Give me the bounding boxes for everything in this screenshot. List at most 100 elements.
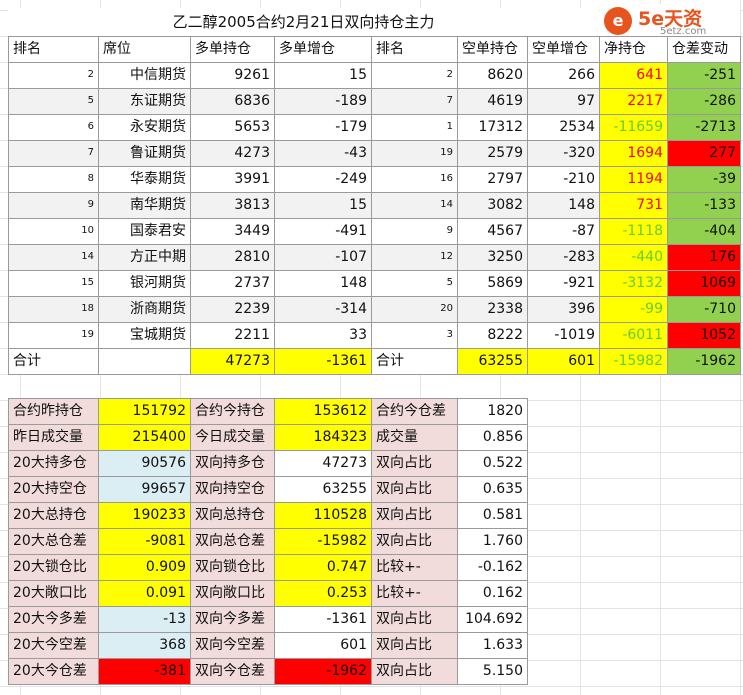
table-cell: 148 bbox=[274, 270, 372, 297]
table-cell: -210 bbox=[527, 166, 600, 193]
summary-label: 双向占比 bbox=[371, 632, 458, 659]
summary-label: 双向占比 bbox=[371, 502, 458, 529]
summary-label: 20大今仓差 bbox=[8, 658, 99, 685]
summary-value: -1361 bbox=[274, 606, 372, 633]
table-cell: 2239 bbox=[190, 296, 275, 323]
column-header: 排名 bbox=[371, 36, 458, 63]
summary-label: 双向占比 bbox=[371, 606, 458, 633]
summary-value: -381 bbox=[98, 658, 191, 685]
seat-name: 南华期货 bbox=[98, 192, 191, 219]
table-cell: -320 bbox=[527, 140, 600, 167]
summary-label: 合约昨持仓 bbox=[8, 398, 99, 425]
table-cell: 16 bbox=[371, 166, 458, 193]
column-header: 净持仓 bbox=[599, 36, 668, 63]
table-cell: 14 bbox=[371, 192, 458, 219]
column-header: 多单增仓 bbox=[274, 36, 372, 63]
summary-value: 1.760 bbox=[457, 528, 528, 555]
table-cell: 3449 bbox=[190, 218, 275, 245]
table-cell: 2338 bbox=[457, 296, 528, 323]
total-cell: 47273 bbox=[190, 348, 275, 375]
seat-name: 银河期货 bbox=[98, 270, 191, 297]
table-cell: 2579 bbox=[457, 140, 528, 167]
table-cell: 14 bbox=[8, 244, 99, 271]
summary-label: 20大总仓差 bbox=[8, 528, 99, 555]
table-cell: 2797 bbox=[457, 166, 528, 193]
table-cell: 1069 bbox=[667, 270, 741, 297]
total-cell: 63255 bbox=[457, 348, 528, 375]
summary-label: 20大锁仓比 bbox=[8, 554, 99, 581]
summary-value: 90576 bbox=[98, 450, 191, 477]
column-header: 仓差变动 bbox=[667, 36, 741, 63]
seat-name: 国泰君安 bbox=[98, 218, 191, 245]
total-cell: -15982 bbox=[599, 348, 668, 375]
table-cell: 7 bbox=[371, 88, 458, 115]
column-header: 空单持仓 bbox=[457, 36, 528, 63]
summary-label: 20大持多仓 bbox=[8, 450, 99, 477]
summary-value: 153612 bbox=[274, 398, 372, 425]
summary-label: 成交量 bbox=[371, 424, 458, 451]
summary-value: 110528 bbox=[274, 502, 372, 529]
table-cell: -3132 bbox=[599, 270, 668, 297]
table-cell: -2713 bbox=[667, 114, 741, 141]
summary-label: 双向锁仓比 bbox=[190, 554, 275, 581]
summary-value: 0.253 bbox=[274, 580, 372, 607]
table-cell: -179 bbox=[274, 114, 372, 141]
summary-value: -15982 bbox=[274, 528, 372, 555]
summary-value: 0.635 bbox=[457, 476, 528, 503]
table-cell: 1052 bbox=[667, 322, 741, 349]
table-cell: 12 bbox=[371, 244, 458, 271]
column-header: 席位 bbox=[98, 36, 191, 63]
table-cell: 5 bbox=[8, 88, 99, 115]
summary-value: 0.581 bbox=[457, 502, 528, 529]
seat-name: 华泰期货 bbox=[98, 166, 191, 193]
column-header: 排名 bbox=[8, 36, 99, 63]
summary-value: -0.162 bbox=[457, 554, 528, 581]
table-cell: -189 bbox=[274, 88, 372, 115]
summary-value: 0.747 bbox=[274, 554, 372, 581]
table-cell: 2810 bbox=[190, 244, 275, 271]
summary-value: 0.522 bbox=[457, 450, 528, 477]
summary-value: 1.633 bbox=[457, 632, 528, 659]
summary-label: 今日成交量 bbox=[190, 424, 275, 451]
seat-name: 宝城期货 bbox=[98, 322, 191, 349]
summary-value: 184323 bbox=[274, 424, 372, 451]
summary-label: 双向占比 bbox=[371, 450, 458, 477]
table-cell: 18 bbox=[8, 296, 99, 323]
summary-label: 双向今仓差 bbox=[190, 658, 275, 685]
table-cell: 2534 bbox=[527, 114, 600, 141]
summary-value: 0.091 bbox=[98, 580, 191, 607]
column-header: 空单增仓 bbox=[527, 36, 600, 63]
seat-name: 中信期货 bbox=[98, 62, 191, 89]
summary-value: -9081 bbox=[98, 528, 191, 555]
table-cell: 4273 bbox=[190, 140, 275, 167]
table-cell: 3082 bbox=[457, 192, 528, 219]
table-cell: -6011 bbox=[599, 322, 668, 349]
table-cell bbox=[98, 348, 191, 375]
summary-value: 190233 bbox=[98, 502, 191, 529]
summary-value: 0.162 bbox=[457, 580, 528, 607]
table-cell: 19 bbox=[371, 140, 458, 167]
table-cell: 97 bbox=[527, 88, 600, 115]
table-cell: -39 bbox=[667, 166, 741, 193]
summary-label: 双向持空仓 bbox=[190, 476, 275, 503]
table-cell: -286 bbox=[667, 88, 741, 115]
table-cell: 6 bbox=[8, 114, 99, 141]
summary-label: 双向今多差 bbox=[190, 606, 275, 633]
summary-label: 20大今多差 bbox=[8, 606, 99, 633]
summary-value: 5.150 bbox=[457, 658, 528, 685]
total-label: 合计 bbox=[371, 348, 458, 375]
summary-label: 双向今空差 bbox=[190, 632, 275, 659]
summary-label: 双向持多仓 bbox=[190, 450, 275, 477]
table-cell: 3813 bbox=[190, 192, 275, 219]
table-cell: 2211 bbox=[190, 322, 275, 349]
summary-value: 151792 bbox=[98, 398, 191, 425]
table-cell: -11659 bbox=[599, 114, 668, 141]
table-cell: -87 bbox=[527, 218, 600, 245]
seat-name: 鲁证期货 bbox=[98, 140, 191, 167]
table-cell: 1694 bbox=[599, 140, 668, 167]
table-cell: 17312 bbox=[457, 114, 528, 141]
table-cell: -251 bbox=[667, 62, 741, 89]
summary-value: 104.692 bbox=[457, 606, 528, 633]
table-cell: 20 bbox=[371, 296, 458, 323]
table-cell: 9 bbox=[8, 192, 99, 219]
